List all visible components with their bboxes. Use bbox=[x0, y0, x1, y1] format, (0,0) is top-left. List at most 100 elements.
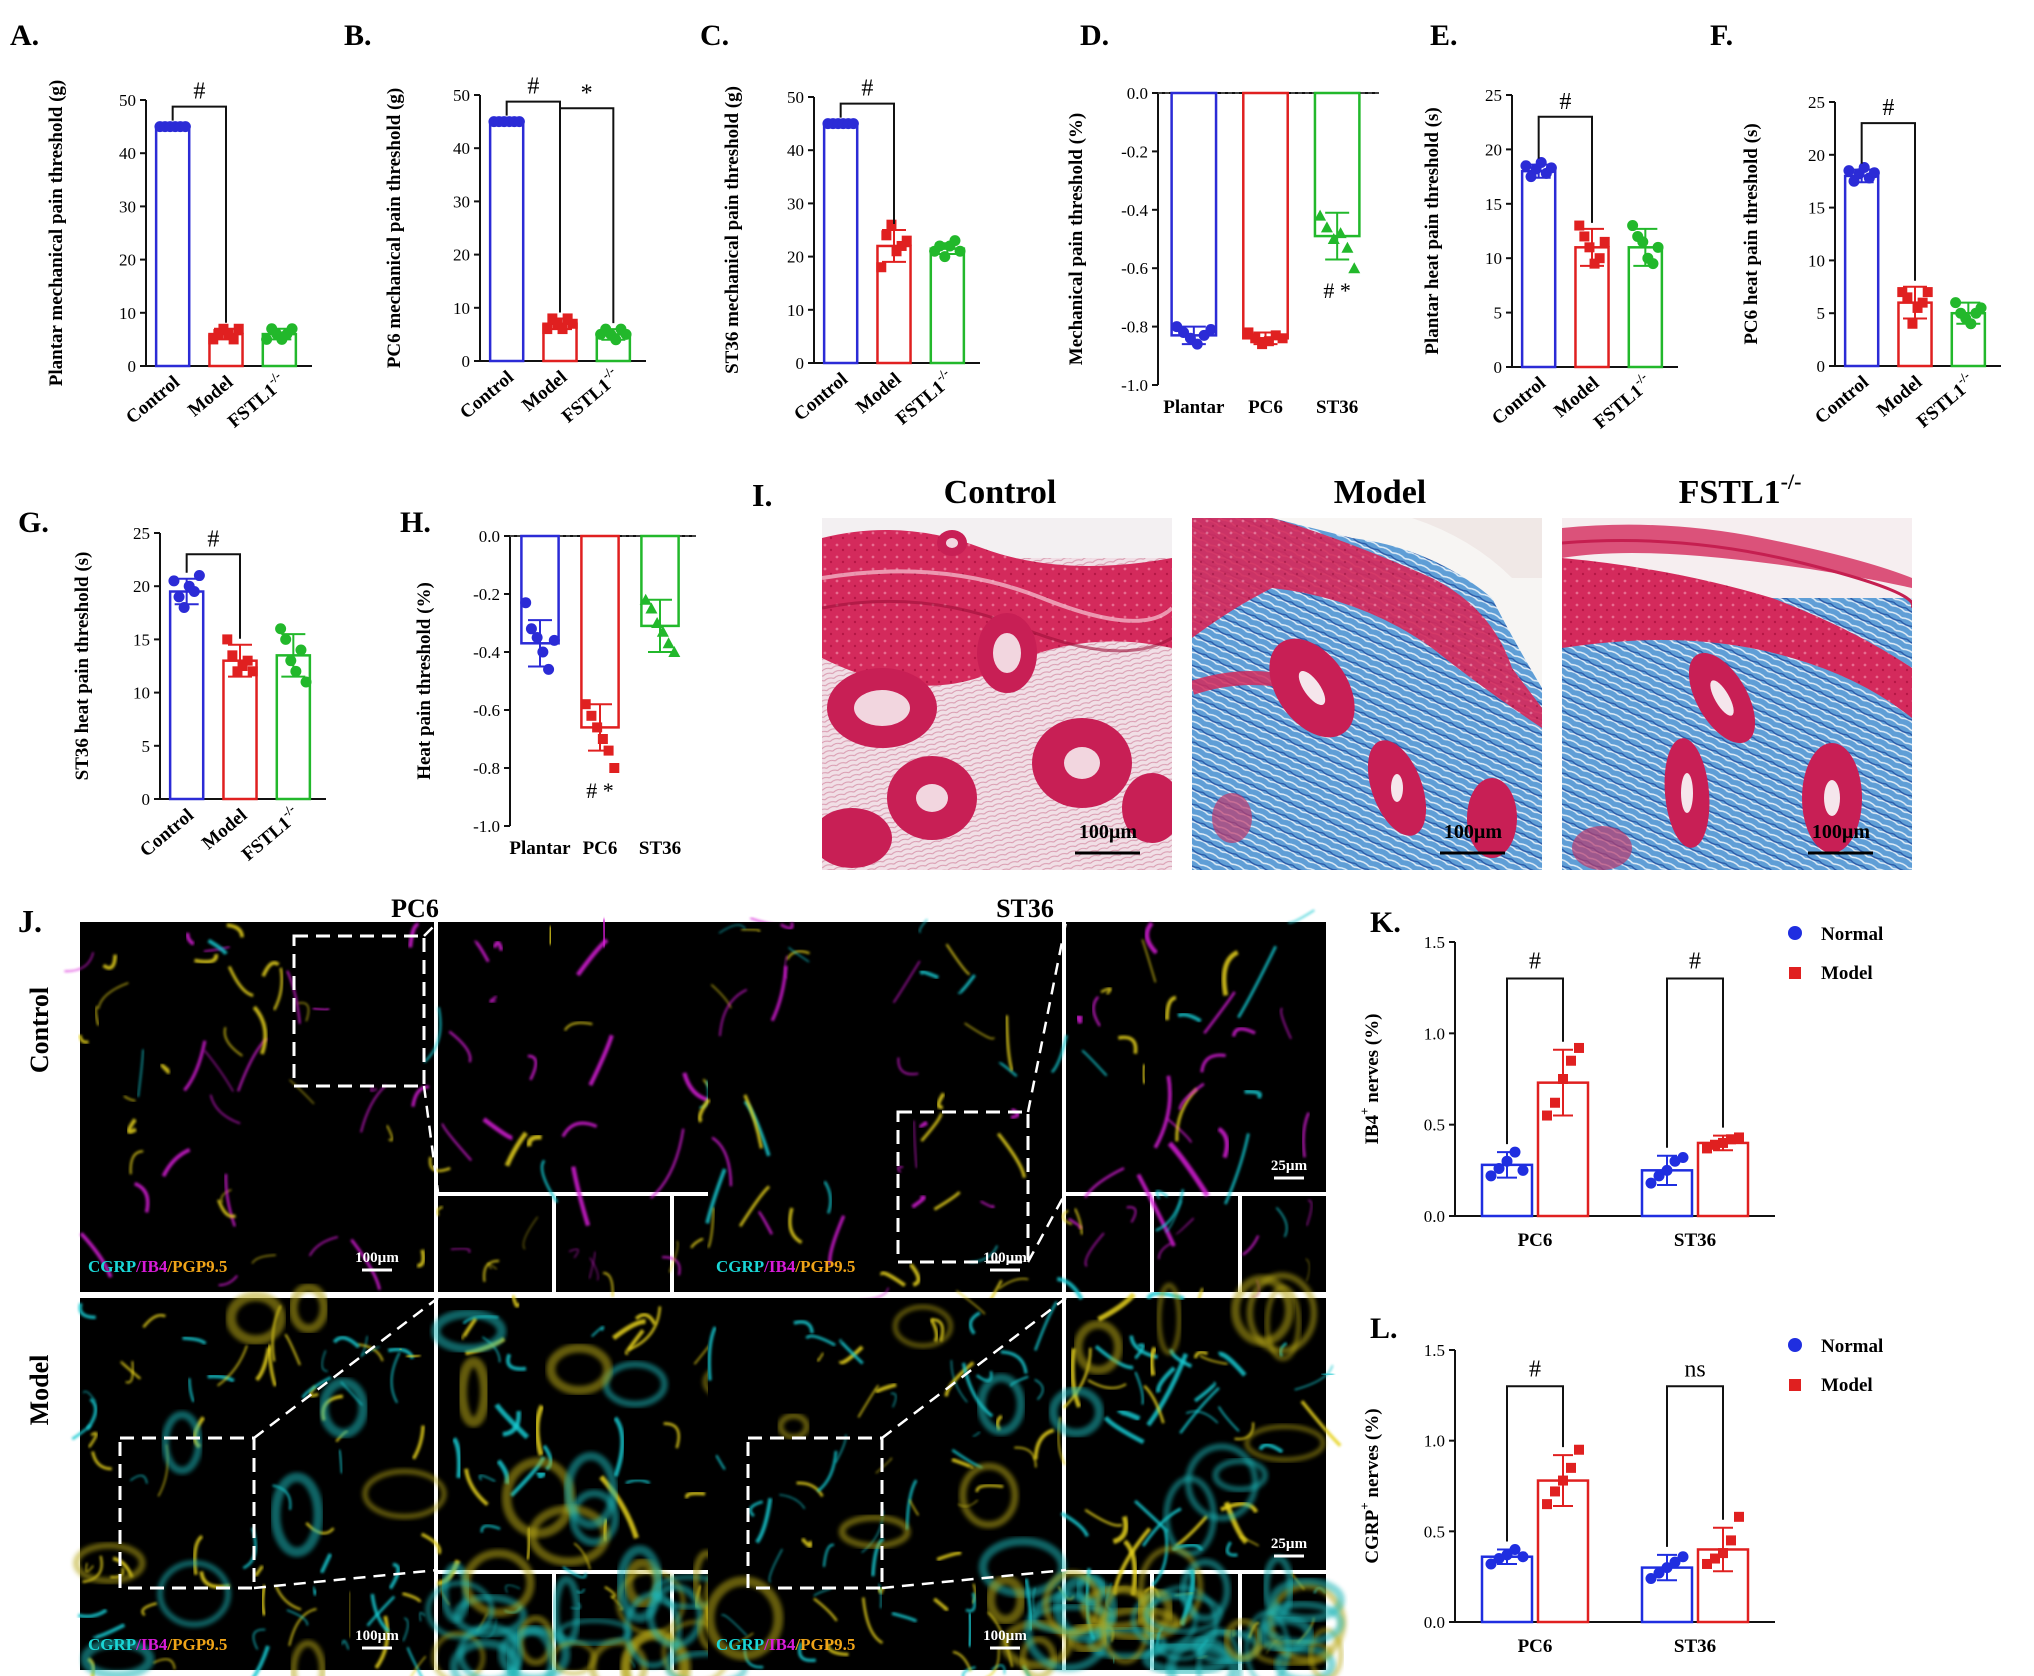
if-cell-body bbox=[557, 1618, 632, 1646]
if-fiber bbox=[909, 1499, 920, 1516]
y-tick-label: 15 bbox=[1808, 199, 1825, 218]
y-tick-label: 0 bbox=[1494, 358, 1503, 377]
chart-panel-K: K. 0.0 0.5 1.0 1.5 IB4+ nerves (%) PC6 # ST36 # No… bbox=[1357, 906, 1883, 1251]
if-fiber bbox=[838, 1345, 864, 1365]
x-tick-label: Control bbox=[122, 372, 184, 429]
data-point bbox=[562, 313, 573, 324]
if-fiber bbox=[1244, 1089, 1262, 1100]
data-point bbox=[178, 601, 190, 613]
bar bbox=[929, 247, 966, 365]
y-tick-label: 40 bbox=[119, 144, 136, 163]
x-tick-label: Control bbox=[790, 369, 852, 426]
x-tick-label: FSTL1-/- bbox=[889, 365, 959, 429]
data-point bbox=[651, 617, 664, 628]
data-point bbox=[285, 655, 297, 667]
data-point bbox=[1912, 302, 1923, 313]
if-fiber bbox=[436, 1205, 444, 1217]
stain-legend-part: / bbox=[794, 1257, 800, 1276]
if-fiber bbox=[967, 1612, 973, 1647]
x-tick-text: Control bbox=[1488, 373, 1550, 430]
significance-label: # bbox=[1689, 949, 1701, 975]
data-point bbox=[233, 323, 244, 334]
if-fiber bbox=[822, 1543, 835, 1567]
y-tick-label: 0 bbox=[462, 352, 471, 371]
y-tick-label: 10 bbox=[453, 299, 470, 318]
data-point bbox=[242, 655, 253, 666]
panel-label-J: J. bbox=[18, 903, 42, 939]
data-point bbox=[168, 575, 180, 587]
if-fiber bbox=[1014, 1446, 1037, 1468]
roi-connector bbox=[423, 921, 439, 937]
y-tick-label: 1.0 bbox=[1424, 1024, 1445, 1043]
if-cell-body bbox=[1075, 1573, 1106, 1607]
if-fiber bbox=[450, 1247, 471, 1254]
if-fiber bbox=[527, 1054, 538, 1081]
bar bbox=[488, 120, 525, 363]
immunofluorescence-panel-J: J. PC6 ST36 Control Model 100µm25µmCGRP/… bbox=[18, 894, 1347, 1676]
roi-box bbox=[292, 934, 426, 1088]
if-fiber bbox=[129, 1150, 144, 1175]
if-fiber bbox=[1306, 1199, 1313, 1226]
data-point bbox=[286, 323, 298, 335]
panel-label: D. bbox=[1080, 19, 1109, 52]
if-fiber bbox=[226, 923, 245, 938]
if-fiber bbox=[410, 1655, 427, 1676]
significance-bracket bbox=[1506, 977, 1564, 1145]
if-fiber bbox=[390, 1352, 401, 1404]
if-fiber bbox=[483, 1259, 500, 1282]
if-fiber bbox=[571, 1166, 591, 1227]
if-fiber bbox=[218, 1275, 238, 1287]
if-fiber bbox=[770, 965, 788, 1022]
if-fiber bbox=[1144, 921, 1158, 955]
if-cell-body bbox=[1274, 1645, 1336, 1676]
data-point bbox=[1917, 297, 1928, 308]
if-fiber bbox=[755, 1497, 773, 1544]
data-point bbox=[1589, 258, 1600, 269]
if-fiber bbox=[1151, 1530, 1169, 1587]
y-axis-label: ST36 mechanical pain threshold (g) bbox=[722, 86, 743, 374]
data-point bbox=[1843, 165, 1855, 177]
if-fiber bbox=[1175, 1217, 1195, 1235]
data-point bbox=[247, 666, 258, 677]
x-tick-text: Control bbox=[456, 367, 518, 424]
if-zoom-image bbox=[1066, 922, 1326, 1192]
data-point bbox=[891, 246, 902, 257]
if-fiber bbox=[738, 1185, 771, 1228]
data-point bbox=[1902, 292, 1913, 303]
if-fiber bbox=[1141, 1064, 1146, 1084]
if-fiber bbox=[890, 1392, 897, 1408]
if-fiber bbox=[1074, 1208, 1083, 1235]
if-fiber bbox=[207, 938, 228, 955]
if-fiber bbox=[79, 1232, 113, 1278]
if-fiber bbox=[284, 1333, 301, 1366]
x-tick-label: FSTL1-/- bbox=[235, 801, 305, 865]
roi-connector bbox=[422, 1085, 440, 1193]
if-fiber bbox=[862, 1597, 884, 1644]
if-cell-body bbox=[1163, 1475, 1217, 1558]
stain-legend-part: IB4 bbox=[141, 1635, 168, 1654]
if-fiber bbox=[273, 967, 284, 1011]
y-axis-label: Plantar heat pain threshold (s) bbox=[1422, 107, 1443, 354]
data-point bbox=[1277, 333, 1288, 344]
data-point bbox=[1535, 156, 1547, 168]
if-cell-body bbox=[985, 1575, 1026, 1625]
y-label-text: nerves (%) bbox=[1362, 1408, 1383, 1502]
data-point bbox=[1243, 327, 1254, 338]
data-point bbox=[513, 116, 525, 128]
x-tick-label: ST36 bbox=[1316, 397, 1358, 418]
stain-legend-part: / bbox=[166, 1635, 172, 1654]
if-fiber bbox=[1097, 1292, 1136, 1322]
panel-label: L. bbox=[1370, 1312, 1398, 1345]
data-point bbox=[881, 230, 892, 241]
data-point bbox=[567, 318, 578, 329]
if-fiber bbox=[220, 1189, 232, 1204]
significance-bracket bbox=[185, 553, 241, 639]
data-point bbox=[1734, 1511, 1744, 1522]
if-fiber bbox=[332, 1335, 361, 1349]
if-fiber bbox=[913, 1120, 918, 1168]
y-tick-label: 1.0 bbox=[1424, 1432, 1445, 1451]
if-fiber bbox=[1050, 1034, 1068, 1074]
if-fiber bbox=[980, 1200, 995, 1209]
data-point bbox=[543, 663, 555, 675]
legend-label-normal: Normal bbox=[1821, 924, 1883, 945]
